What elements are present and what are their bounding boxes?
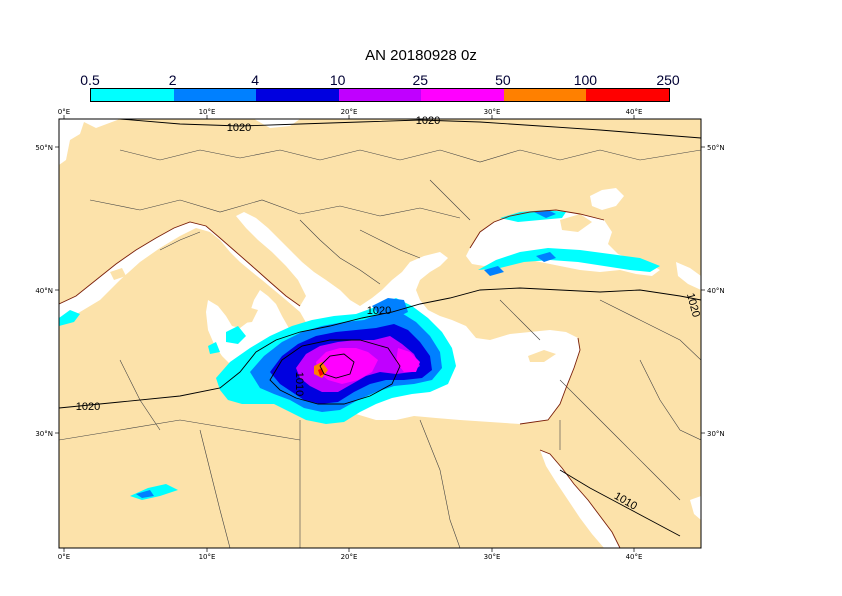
map-frame	[58, 118, 702, 549]
isobar-label: 1020	[367, 305, 391, 317]
red-sea	[540, 450, 620, 548]
precip-band	[534, 210, 556, 218]
legend-swatch	[586, 89, 670, 101]
precip-band	[226, 326, 246, 344]
north-sea	[254, 119, 300, 128]
lon-label: 10°E	[199, 108, 216, 116]
isobar-label: 1020	[76, 401, 100, 413]
legend-label: 250	[656, 72, 680, 88]
balearic-islands	[110, 268, 126, 280]
isobar-label: 1010	[293, 372, 305, 396]
lat-label: 50°N	[707, 144, 725, 152]
atlantic-sea	[59, 119, 120, 165]
precip-band	[136, 490, 154, 498]
lon-label: 0°E	[58, 553, 70, 561]
legend-colorbar	[90, 88, 670, 102]
precip-band	[396, 348, 420, 372]
legend-swatch	[421, 89, 504, 101]
borders	[59, 149, 701, 548]
corsica	[188, 236, 196, 250]
isobar-label: 1020	[227, 122, 251, 134]
sardinia	[180, 250, 196, 282]
lon-label: 30°E	[484, 553, 501, 561]
lon-label: 40°E	[626, 553, 643, 561]
crimea	[560, 214, 592, 232]
lon-label: 20°E	[341, 108, 358, 116]
lat-label: 40°N	[35, 287, 53, 295]
legend-swatch	[173, 89, 257, 101]
legend-label: 4	[251, 72, 259, 88]
isobars	[59, 119, 701, 537]
lat-label: 40°N	[707, 287, 725, 295]
legend-label: 100	[573, 72, 598, 88]
graticule-ticks	[55, 115, 705, 552]
precip-band	[316, 348, 378, 384]
lon-label: 10°E	[199, 553, 216, 561]
precip-band	[484, 266, 504, 276]
lat-label: 30°N	[35, 430, 53, 438]
precip-band	[478, 248, 660, 272]
precip-band	[208, 342, 220, 354]
legend-swatch	[256, 89, 339, 101]
isobar-label: 1020	[416, 115, 440, 127]
gulf-area	[690, 496, 701, 520]
lat-label: 30°N	[707, 430, 725, 438]
cyprus	[528, 350, 556, 362]
precip-band	[59, 310, 80, 326]
lon-label: 20°E	[341, 553, 358, 561]
lon-label: 0°E	[58, 108, 70, 116]
sea-of-azov	[590, 188, 624, 210]
caspian-sea	[676, 262, 701, 290]
legend-label: 0.5	[80, 72, 100, 88]
legend-swatch	[338, 89, 422, 101]
legend-label: 10	[329, 72, 346, 88]
coastlines	[59, 209, 621, 548]
legend-swatch	[503, 89, 587, 101]
lat-label: 50°N	[35, 144, 53, 152]
legend-label: 2	[168, 72, 177, 88]
legend-label: 25	[412, 72, 429, 88]
precip-band	[372, 298, 408, 318]
map-title: AN 20180928 0z	[365, 47, 477, 64]
lon-label: 30°E	[484, 108, 501, 116]
legend-labels: 0.5 2 4 10 25 50 100 250	[0, 72, 842, 90]
sicily	[226, 306, 258, 324]
legend-swatch	[91, 89, 174, 101]
precip-band	[536, 252, 556, 262]
lon-label: 40°E	[626, 108, 643, 116]
legend-label: 50	[495, 72, 511, 88]
